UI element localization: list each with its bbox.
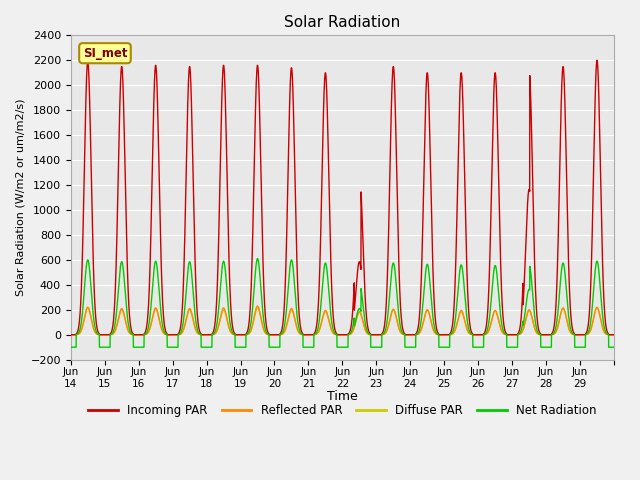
X-axis label: Time: Time [327,390,358,403]
Text: SI_met: SI_met [83,47,127,60]
Legend: Incoming PAR, Reflected PAR, Diffuse PAR, Net Radiation: Incoming PAR, Reflected PAR, Diffuse PAR… [83,399,602,422]
Y-axis label: Solar Radiation (W/m2 or um/m2/s): Solar Radiation (W/m2 or um/m2/s) [15,99,25,296]
Title: Solar Radiation: Solar Radiation [284,15,401,30]
